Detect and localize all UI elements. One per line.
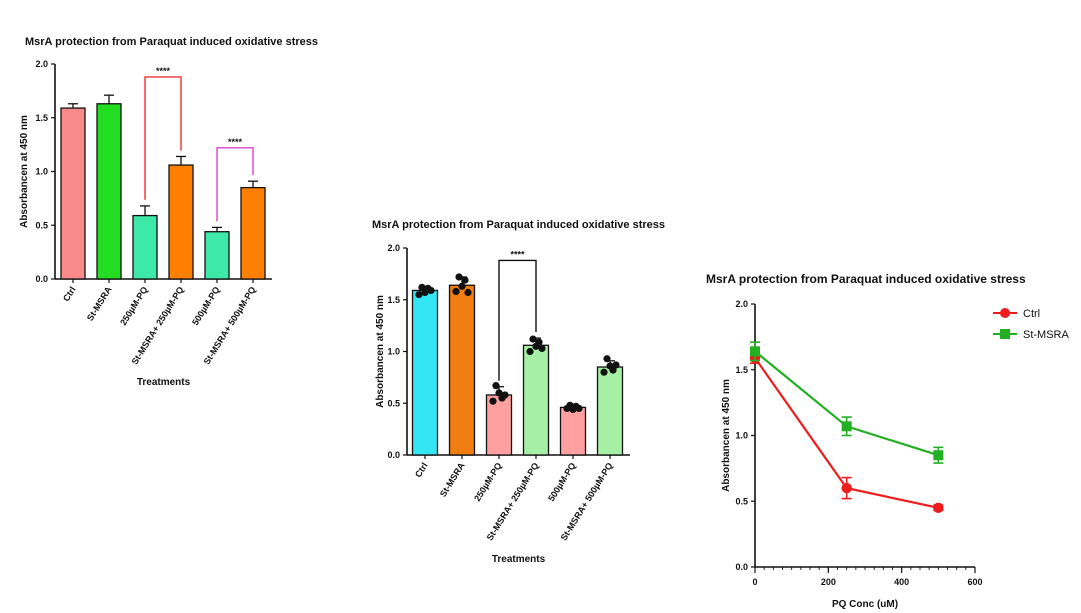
chart-title: MsrA protection from Paraquat induced ox… [25,36,318,48]
data-point [535,338,543,346]
data-point [461,276,469,284]
y-tick-label: 1.5 [387,295,400,305]
y-tick-label: 0.5 [735,496,748,506]
y-tick-label: 0.5 [387,398,400,408]
y-tick-label: 1.0 [35,167,48,177]
bar [204,231,230,280]
data-point [841,421,852,432]
y-axis-label: Absorbancen at 450 nm [375,295,386,408]
significance-bracket [498,259,537,381]
bar [411,289,439,456]
x-tick-label: 500µM-PQ [546,461,578,503]
data-point [458,282,466,290]
x-tick-label: Ctrl [61,285,78,303]
bar [522,344,550,456]
data-point [501,391,509,399]
y-tick-label: 0.0 [387,450,400,460]
data-point [933,450,944,461]
x-axis-label: Treatments [137,377,191,388]
x-tick-label: 200 [821,577,836,587]
data-point [526,347,534,356]
x-tick-label: 600 [967,577,982,587]
bar [240,186,266,280]
x-tick-label: St-MSRA [438,460,467,498]
y-tick-label: 2.0 [35,59,48,69]
data-point [841,482,852,494]
legend-marker [1000,308,1010,318]
y-tick-label: 0.0 [35,274,48,284]
data-point [612,361,620,369]
y-tick-label: 0.5 [35,220,48,230]
series-line [754,350,939,457]
data-point [492,382,500,390]
data-point [603,355,611,363]
chart-title: MsrA protection from Paraquat induced ox… [706,272,1026,286]
data-point [575,404,583,413]
data-point [933,502,944,514]
data-point [464,288,472,297]
y-tick-label: 0.0 [735,562,748,572]
data-point [529,335,537,343]
bar [168,164,194,280]
y-tick-label: 1.0 [735,431,748,441]
data-point [415,290,423,299]
chart-title: MsrA protection from Paraquat induced ox… [372,219,665,231]
significance-bracket [216,147,254,222]
data-point [489,397,497,405]
x-tick-label: 500µM-PQ [190,285,222,327]
y-tick-label: 2.0 [387,243,400,253]
bar [559,406,587,456]
legend-label: Ctrl [1023,308,1040,320]
x-tick-label: 0 [752,577,757,587]
significance-label: **** [510,249,525,259]
y-axis-label: Absorbancen at 450 nm [721,379,732,492]
y-tick-label: 1.5 [35,113,48,123]
x-axis-label: Treatments [492,554,546,565]
x-tick-label: St-MSRA [85,284,114,322]
y-tick-label: 2.0 [735,299,748,309]
significance-label: **** [228,137,243,147]
x-tick-label: 250µM-PQ [118,285,150,327]
data-point [455,273,463,281]
data-point [538,344,546,352]
bar [485,394,513,456]
bar [132,214,158,280]
x-tick-label: 400 [894,577,909,587]
data-point [750,346,760,357]
bar [448,284,476,456]
bar [60,107,86,280]
legend-label: St-MSRA [1023,329,1070,341]
bar [96,103,122,280]
significance-label: **** [156,66,171,76]
data-point [427,286,435,295]
x-tick-label: Ctrl [413,461,430,479]
y-axis-label: Absorbancen at 450 nm [19,115,30,228]
bar [596,366,624,456]
x-tick-label: 250µM-PQ [472,461,504,503]
y-tick-label: 1.5 [735,365,748,375]
legend-marker [1000,329,1010,339]
y-tick-label: 1.0 [387,347,400,357]
significance-bracket [144,76,182,200]
data-point [600,368,608,376]
x-axis-label: PQ Conc (uM) [832,599,898,610]
data-point [452,287,460,296]
